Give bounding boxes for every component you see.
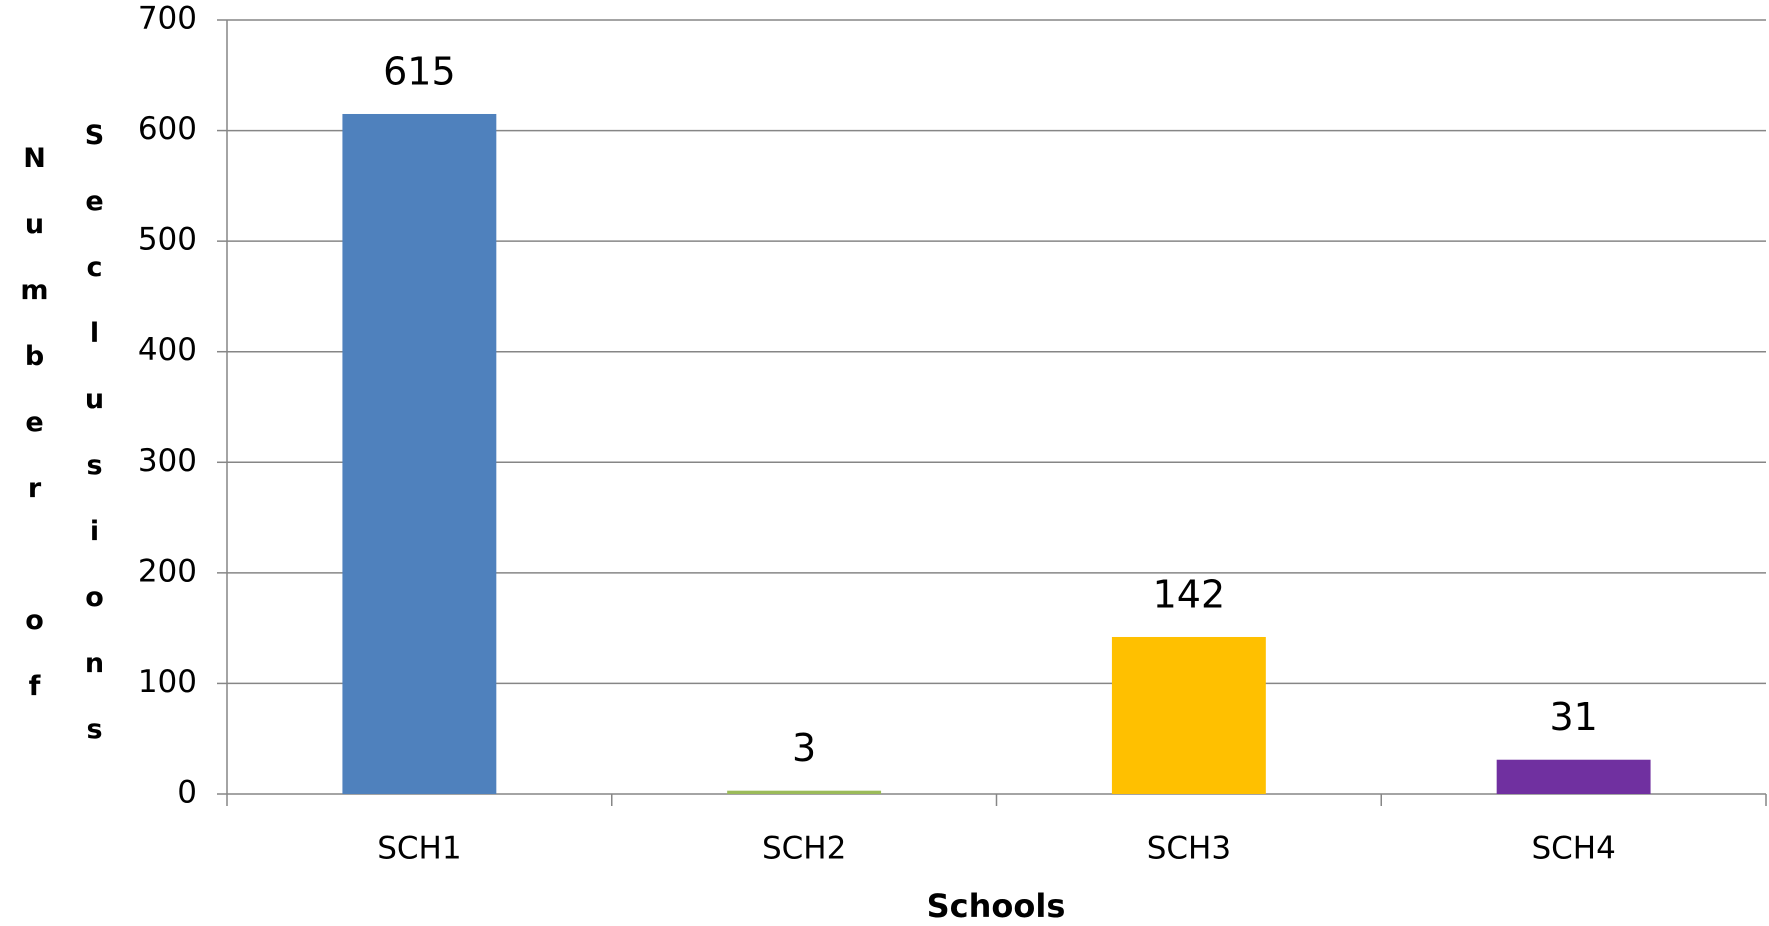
y-tick-label: 500 (138, 222, 197, 258)
y-tick-label: 400 (138, 332, 197, 368)
y-tick-label: 700 (138, 1, 197, 37)
value-label: 142 (1153, 572, 1226, 616)
y-tick-label: 100 (138, 664, 197, 700)
x-tick-label: SCH3 (1147, 831, 1231, 867)
bar (342, 113, 497, 794)
y-axis-label: Number of Seclusions (19, 120, 110, 780)
y-tick-label: 300 (138, 443, 197, 479)
y-tick-label: 0 (177, 775, 197, 811)
y-tick-label: 200 (138, 553, 197, 589)
bar (727, 790, 882, 794)
value-label: 615 (383, 49, 456, 93)
y-tick-label: 600 (138, 111, 197, 147)
value-label: 31 (1549, 695, 1597, 739)
x-tick-label: SCH2 (762, 831, 846, 867)
bar (1111, 636, 1266, 794)
value-label: 3 (792, 726, 816, 770)
bar (1496, 759, 1651, 794)
x-tick-label: SCH1 (377, 831, 461, 867)
x-axis-label: Schools (927, 887, 1066, 925)
x-tick-label: SCH4 (1531, 831, 1615, 867)
